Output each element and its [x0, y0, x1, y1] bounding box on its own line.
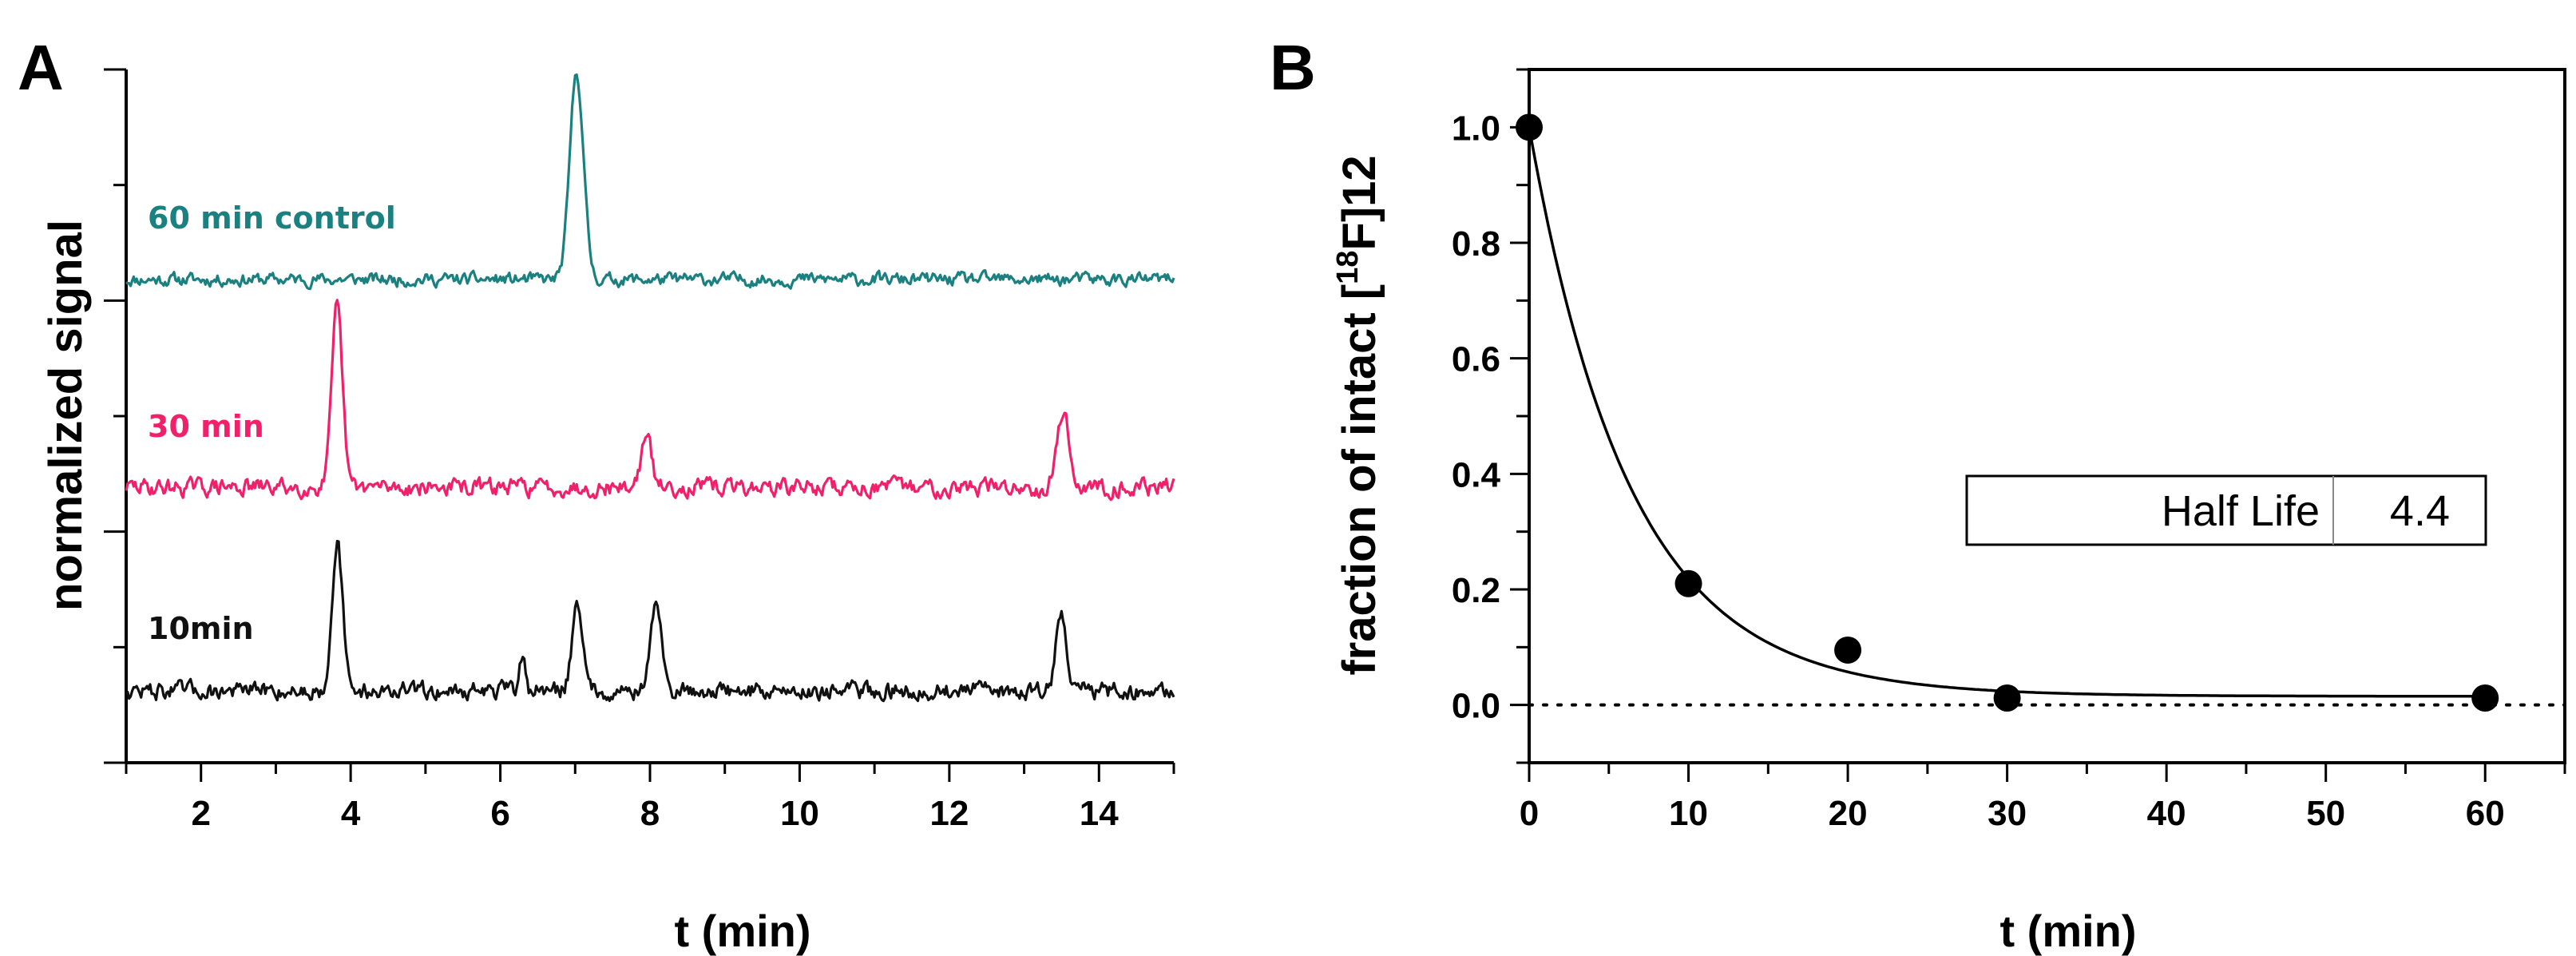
- panel-b-x-tick-label: 40: [2147, 794, 2186, 833]
- panel-b-y-tick-label: 0.0: [1452, 687, 1500, 726]
- panel-b-x-tick-label: 50: [2306, 794, 2345, 833]
- panel-b-x-ticks: 0 10 20 30 40 50 60: [1520, 763, 2566, 833]
- panel-b: B 0.0 0.2 0.4 0.6 0.8 1.0 0 10 20 30 40 50 60 t (mi…: [1270, 32, 2566, 956]
- panel-b-y-tick-label: 0.4: [1452, 455, 1501, 494]
- panel-b-y-tick-label: 1.0: [1452, 109, 1500, 148]
- panel-a-x-axis-label: t (min): [674, 906, 810, 956]
- panel-b-frame: [1528, 68, 2566, 764]
- panel-a-x-ticks: 2 4 6 8 10 12 14: [125, 763, 1175, 833]
- panel-a-x-tick-label: 10: [780, 794, 819, 833]
- panel-a-x-tick-label: 8: [640, 794, 660, 833]
- legend-label: Half Life: [2162, 487, 2320, 535]
- data-point: [1516, 113, 1543, 141]
- exponential-fit-line: [1528, 126, 2486, 698]
- data-point: [1993, 684, 2021, 712]
- panel-a-x-tick-label: 4: [341, 794, 361, 833]
- trace-60-min-control: [125, 73, 1175, 291]
- panel-a-x-tick-label: 12: [929, 794, 969, 833]
- data-point: [2471, 684, 2499, 712]
- panel-b-y-tick-label: 0.2: [1452, 571, 1500, 610]
- panel-b-data-points: [1516, 113, 2499, 712]
- panel-b-x-axis-label: t (min): [1999, 906, 2136, 956]
- trace-label-30min: 30 min: [148, 409, 264, 444]
- panel-a-y-axis-label: normalized signal: [40, 220, 92, 611]
- panel-a-x-tick-label: 14: [1080, 794, 1119, 833]
- panel-b-fit-curve: [1528, 126, 2486, 698]
- panel-b-axes: [1528, 68, 2566, 764]
- panel-b-x-tick-label: 60: [2466, 794, 2505, 833]
- trace-10min: [125, 539, 1175, 703]
- panel-b-y-axis-label: fraction of intact [18F]12: [1331, 155, 1385, 675]
- half-life-legend: Half Life 4.4: [1965, 474, 2487, 546]
- panel-b-x-tick-label: 20: [1829, 794, 1868, 833]
- panel-b-x-tick-label: 0: [1520, 794, 1539, 833]
- panel-b-y-tick-label: 0.8: [1452, 224, 1500, 264]
- panel-a-axes: [104, 68, 1174, 764]
- data-point: [1674, 569, 1702, 597]
- panel-a: A 2 4 6 8 10 12 14 60 min control 30 min 10min…: [18, 32, 1175, 956]
- panel-b-y-tick-label: 0.6: [1452, 340, 1500, 379]
- panel-b-x-tick-label: 30: [1987, 794, 2027, 833]
- panel-a-label: A: [18, 32, 64, 103]
- panel-a-traces: [125, 73, 1175, 703]
- panel-b-x-tick-label: 10: [1669, 794, 1708, 833]
- panel-b-y-ticks: 0.0 0.2 0.4 0.6 0.8 1.0: [1452, 68, 1529, 764]
- trace-label-10min: 10min: [148, 611, 254, 646]
- legend-box: [1965, 474, 2487, 546]
- legend-value: 4.4: [2390, 487, 2450, 535]
- data-point: [1834, 636, 1862, 664]
- panel-a-x-tick-label: 6: [490, 794, 509, 833]
- trace-30-min: [125, 299, 1175, 502]
- trace-label-60min-control: 60 min control: [148, 200, 396, 236]
- panel-b-label: B: [1270, 32, 1316, 103]
- panel-a-x-tick-label: 2: [191, 794, 210, 833]
